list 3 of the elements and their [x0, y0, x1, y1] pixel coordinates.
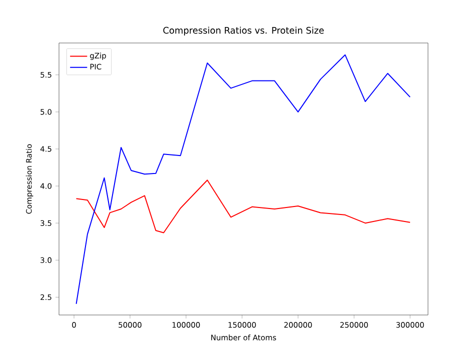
chart-title: Compression Ratios vs. Protein Size — [163, 26, 324, 36]
line-series — [76, 180, 411, 234]
line-series — [76, 54, 411, 304]
